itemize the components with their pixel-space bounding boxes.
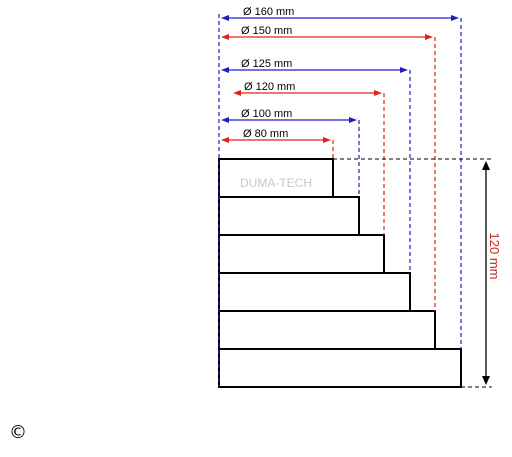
dim-arrowhead-120-right (374, 90, 382, 96)
watermark-text: DUMA-TECH (240, 176, 312, 190)
right-extension-lines (332, 18, 462, 349)
dim-label-80: Ø 80 mm (243, 128, 288, 140)
dim-label-150: Ø 150 mm (241, 25, 292, 37)
dim-arrowhead-160-left (221, 15, 229, 21)
dim-label-125: Ø 125 mm (241, 58, 292, 70)
step-120 (218, 234, 385, 274)
dim-arrowhead-120-left (233, 90, 241, 96)
dim-arrowhead-80-left (221, 137, 229, 143)
step-100 (218, 196, 360, 236)
dim-label-100: Ø 100 mm (241, 108, 292, 120)
dim-arrowhead-100-right (349, 117, 357, 123)
height-dimension: 120 mm (482, 161, 502, 385)
dim-arrowhead-150-right (425, 34, 433, 40)
step-160 (218, 348, 462, 388)
dim-arrowhead-125-right (400, 67, 408, 73)
dim-label-160: Ø 160 mm (243, 6, 294, 18)
dim-arrowhead-100-left (221, 117, 229, 123)
height-arrowhead-bottom (482, 376, 490, 385)
steps-group (218, 158, 462, 388)
height-label: 120 mm (487, 233, 502, 280)
step-125 (218, 272, 411, 312)
step-150 (218, 310, 436, 350)
diameter-dimensions: Ø 160 mm Ø 150 mm Ø 125 mm Ø 120 mm Ø 10… (221, 6, 459, 143)
dim-arrowhead-160-right (451, 15, 459, 21)
dim-arrowhead-80-right (323, 137, 331, 143)
height-arrowhead-top (482, 161, 490, 170)
dim-label-120: Ø 120 mm (244, 81, 295, 93)
dim-arrowhead-150-left (221, 34, 229, 40)
copyright-symbol: © (9, 422, 27, 443)
dim-arrowhead-125-left (221, 67, 229, 73)
